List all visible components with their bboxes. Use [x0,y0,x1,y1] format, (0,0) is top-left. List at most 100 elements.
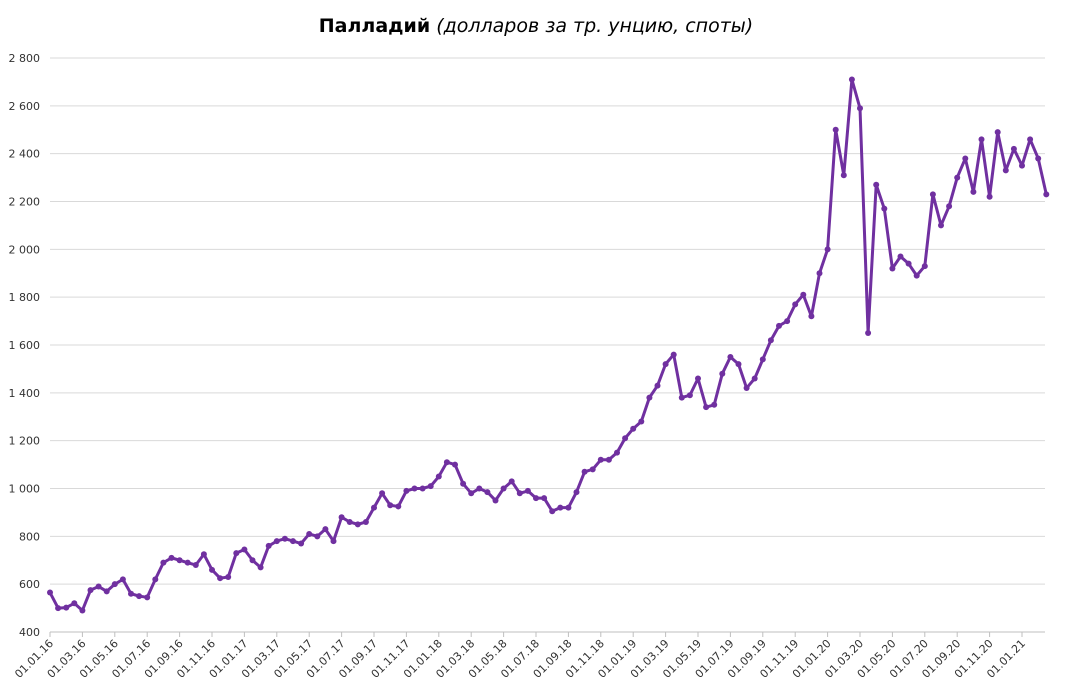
point [743,385,750,392]
point [192,562,199,569]
point [638,418,645,425]
point [873,181,880,188]
point [792,301,799,308]
point [136,593,143,600]
point [395,503,402,510]
point [986,193,993,200]
point [281,535,288,542]
point [1027,136,1034,143]
point [306,530,313,537]
point [776,322,782,329]
point [338,514,345,521]
point [970,188,977,195]
point [290,538,296,545]
point [670,351,677,358]
point [614,449,620,456]
point [905,260,912,267]
point [921,263,928,270]
chart-subtitle: (долларов за тр. унцию, споты) [436,15,753,37]
point [500,485,507,492]
point [848,76,855,83]
point [144,594,151,601]
point [1002,167,1009,174]
y-tick-label: 600 [19,578,40,591]
point [265,542,272,549]
point [217,575,224,582]
point [711,401,718,408]
point [241,546,248,553]
point [95,583,102,590]
point [411,485,418,492]
point [889,265,896,272]
point [881,205,888,212]
point [541,495,548,502]
point [419,485,426,492]
point [533,495,539,502]
point [913,272,920,279]
point [784,318,791,325]
point [994,129,1001,136]
point [735,361,742,368]
point [298,540,305,547]
point [840,172,847,179]
point [362,518,369,525]
point [508,478,515,485]
point [111,581,118,588]
chart-title-line: Палладий (долларов за тр. унцию, споты) [319,15,753,37]
point [573,489,580,496]
point [1010,145,1017,152]
point [176,557,183,564]
point [565,504,572,511]
y-tick-label: 2 000 [9,243,41,256]
point [128,590,134,597]
point [662,361,669,368]
point [225,573,232,580]
point [427,483,434,490]
point [654,382,661,389]
y-tick-label: 1 600 [9,339,41,352]
point [168,554,175,561]
point [954,174,961,181]
point [184,559,191,566]
point [443,459,450,466]
point [605,456,612,463]
point [435,473,442,480]
y-tick-label: 1 800 [9,291,41,304]
point [273,538,280,545]
point [103,588,110,595]
point [800,291,807,298]
y-tick-label: 2 400 [9,148,41,161]
point [816,270,823,277]
point [119,576,126,583]
point [47,589,53,596]
point [824,246,831,253]
point [978,136,985,143]
point [476,485,483,492]
point [695,375,701,382]
point [946,203,953,210]
point [589,466,596,473]
point [87,587,94,594]
point [200,551,207,558]
point [832,126,839,133]
point [516,490,523,497]
point [857,105,863,112]
point [622,435,629,442]
point [751,375,758,382]
point [346,518,353,525]
point [808,313,815,320]
point [322,526,329,533]
point [865,330,872,337]
y-tick-label: 1 400 [9,387,41,400]
point [719,370,726,377]
point [1035,155,1042,162]
y-tick-label: 800 [19,530,40,543]
point [938,222,944,229]
point [767,337,774,344]
point [233,550,240,557]
point [686,392,693,399]
point [460,480,467,487]
point [468,490,475,497]
y-tick-label: 2 200 [9,196,41,209]
